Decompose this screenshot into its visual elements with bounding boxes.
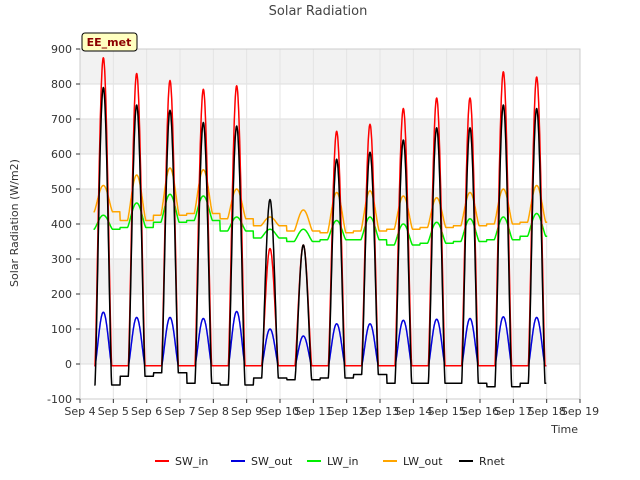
y-axis-ticks: -100 0 100 200 300 400 500 600 700 800 900 <box>47 43 80 406</box>
x-tick-label: Sep 13 <box>361 405 399 418</box>
plot-band <box>80 49 580 84</box>
x-tick-label: Sep 17 <box>494 405 532 418</box>
y-tick-label: 700 <box>51 113 72 126</box>
x-tick-label: Sep 10 <box>261 405 299 418</box>
x-tick-label: Sep 16 <box>461 405 499 418</box>
legend-label-sw-in: SW_in <box>175 455 208 468</box>
y-tick-label: 800 <box>51 78 72 91</box>
x-tick-label: Sep 18 <box>528 405 566 418</box>
y-tick-label: 0 <box>65 358 72 371</box>
series-line-rnet <box>93 86 547 388</box>
plot-band <box>80 224 580 259</box>
series-line-sw-in <box>93 57 547 367</box>
x-tick-label: Sep 6 <box>131 405 162 418</box>
x-tick-label: Sep 14 <box>394 405 432 418</box>
y-tick-label: -100 <box>47 393 72 406</box>
x-tick-label: Sep 5 <box>98 405 129 418</box>
x-tick-label: Sep 12 <box>328 405 366 418</box>
y-tick-label: 600 <box>51 148 72 161</box>
x-tick-label: Sep 15 <box>428 405 466 418</box>
x-tick-label: Sep 7 <box>164 405 195 418</box>
legend-label-lw-in: LW_in <box>327 455 359 468</box>
x-axis-label: Time <box>550 423 578 436</box>
legend-label-lw-out: LW_out <box>403 455 443 468</box>
plot-band <box>80 364 580 399</box>
x-tick-label: Sep 9 <box>231 405 262 418</box>
y-axis-label: Solar Radiation (W/m2) <box>8 159 21 287</box>
y-tick-label: 300 <box>51 253 72 266</box>
x-tick-label: Sep 4 <box>64 405 95 418</box>
x-tick-label: Sep 19 <box>561 405 599 418</box>
y-tick-label: 200 <box>51 288 72 301</box>
y-tick-label: 900 <box>51 43 72 56</box>
plot-band <box>80 84 580 119</box>
station-badge: EE_met <box>81 32 138 52</box>
y-tick-label: 400 <box>51 218 72 231</box>
series-line-lw-out <box>93 167 548 234</box>
series-line-lw-in <box>93 193 548 246</box>
legend: SW_in SW_out LW_in LW_out Rnet <box>155 455 505 468</box>
station-badge-text: EE_met <box>87 36 132 49</box>
y-tick-label: 100 <box>51 323 72 336</box>
x-tick-label: Sep 8 <box>198 405 229 418</box>
plot-band <box>80 154 580 189</box>
y-tick-label: 500 <box>51 183 72 196</box>
x-tick-label: Sep 11 <box>294 405 332 418</box>
series-lines <box>93 57 548 388</box>
station-badge-box <box>81 32 138 52</box>
plot-band <box>80 119 580 154</box>
chart-title: Solar Radiation <box>269 4 368 19</box>
legend-label-rnet: Rnet <box>479 455 505 468</box>
legend-label-sw-out: SW_out <box>251 455 293 468</box>
